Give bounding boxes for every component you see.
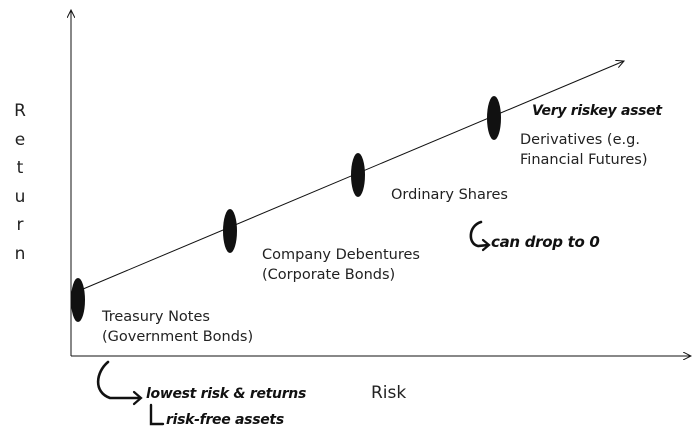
- y-axis-label-letter: R: [10, 97, 30, 126]
- y-axis-label-letter: t: [10, 154, 30, 183]
- asset-label-debentures-line1: Company Debentures: [262, 245, 420, 265]
- annotation-treasury-line2: risk-free assets: [166, 412, 284, 428]
- asset-marker-shares: [351, 153, 365, 197]
- asset-label-derivatives-line2: Financial Futures): [520, 150, 648, 170]
- hook-arrow-risk-free: [151, 405, 163, 424]
- y-axis-label-letter: e: [10, 126, 30, 155]
- asset-label-shares-line1: Ordinary Shares: [391, 185, 508, 205]
- annotation-derivatives: Very riskey asset: [532, 103, 662, 119]
- asset-label-treasury-line1: Treasury Notes: [102, 307, 253, 327]
- y-axis-label-letter: n: [10, 240, 30, 269]
- asset-label-debentures: Company Debentures (Corporate Bonds): [262, 245, 420, 285]
- asset-label-shares: Ordinary Shares: [391, 185, 508, 205]
- asset-label-debentures-line2: (Corporate Bonds): [262, 265, 420, 285]
- asset-label-treasury: Treasury Notes (Government Bonds): [102, 307, 253, 347]
- asset-marker-treasury: [71, 278, 85, 322]
- y-axis-label-letter: r: [10, 211, 30, 240]
- annotation-treasury-line1: lowest risk & returns: [146, 386, 306, 402]
- y-axis-label-letter: u: [10, 183, 30, 212]
- asset-label-derivatives: Derivatives (e.g. Financial Futures): [520, 130, 648, 170]
- asset-marker-derivatives: [487, 96, 501, 140]
- annotation-shares: can drop to 0: [491, 233, 600, 251]
- asset-marker-debentures: [223, 209, 237, 253]
- asset-label-treasury-line2: (Government Bonds): [102, 327, 253, 347]
- asset-label-derivatives-line1: Derivatives (e.g.: [520, 130, 648, 150]
- x-axis-label: Risk: [371, 383, 406, 403]
